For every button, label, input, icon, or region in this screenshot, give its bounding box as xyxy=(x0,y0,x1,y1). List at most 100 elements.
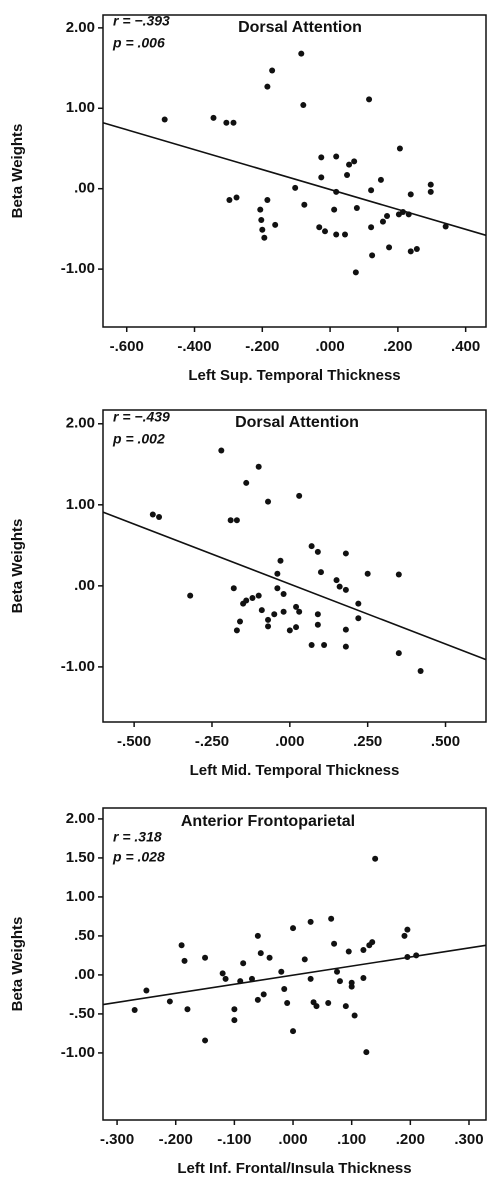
point xyxy=(314,621,321,628)
x-tick-label: .250 xyxy=(353,733,382,750)
point xyxy=(413,952,420,959)
point xyxy=(351,158,358,165)
point xyxy=(202,1037,209,1044)
point xyxy=(284,1000,291,1006)
point xyxy=(181,957,188,964)
y-tick-label: 2.00 xyxy=(66,415,95,432)
point xyxy=(331,206,338,213)
y-tick-label: 1.00 xyxy=(66,496,95,513)
point xyxy=(333,577,340,584)
plot-frame xyxy=(102,807,487,1121)
point xyxy=(266,954,273,961)
x-tick-label: -.200 xyxy=(245,338,279,355)
point xyxy=(237,978,244,985)
point xyxy=(360,975,367,982)
point xyxy=(296,608,303,615)
point xyxy=(258,217,265,224)
y-tick-label: -1.00 xyxy=(61,658,95,675)
point xyxy=(233,517,240,524)
point xyxy=(395,571,402,578)
point xyxy=(346,161,353,168)
point xyxy=(293,624,300,631)
point xyxy=(417,667,424,674)
x-tick-label: -.300 xyxy=(100,1131,134,1148)
point xyxy=(333,153,340,160)
point xyxy=(219,970,226,977)
point xyxy=(255,463,262,470)
point xyxy=(307,975,314,982)
point xyxy=(342,643,349,650)
x-tick-label: .500 xyxy=(431,733,460,750)
chart-title: Dorsal Attention xyxy=(238,19,362,36)
point xyxy=(280,590,287,597)
point xyxy=(233,194,240,201)
x-tick-label: -.250 xyxy=(195,733,229,750)
annotation: p = .028 xyxy=(112,849,165,865)
x-tick-label: -.500 xyxy=(117,733,151,750)
x-tick-label: -.100 xyxy=(217,1131,251,1148)
point xyxy=(223,119,230,126)
point xyxy=(231,1006,238,1013)
point xyxy=(369,939,376,946)
point xyxy=(255,592,262,599)
x-tick-label: .300 xyxy=(454,1131,483,1148)
point xyxy=(227,517,234,524)
point xyxy=(344,172,351,179)
point xyxy=(405,211,412,218)
point xyxy=(230,585,237,592)
point xyxy=(300,102,307,109)
trend-line xyxy=(102,121,487,237)
point xyxy=(131,1007,138,1014)
point xyxy=(318,154,325,161)
point xyxy=(184,1006,191,1013)
point xyxy=(395,650,402,657)
point xyxy=(254,996,261,1003)
point xyxy=(328,915,335,922)
point xyxy=(345,948,352,955)
point xyxy=(265,623,272,630)
point xyxy=(243,597,250,604)
y-tick-label: 2.00 xyxy=(66,810,95,827)
point xyxy=(308,543,315,550)
point xyxy=(372,855,379,862)
y-axis-label: Beta Weights xyxy=(9,519,26,614)
point xyxy=(377,176,384,183)
point xyxy=(401,932,408,939)
point xyxy=(363,1049,370,1056)
trend-line xyxy=(102,511,487,661)
y-tick-label: -.50 xyxy=(69,1005,95,1022)
point xyxy=(161,116,168,123)
point xyxy=(293,603,300,610)
point xyxy=(222,975,229,982)
point xyxy=(333,231,340,238)
point xyxy=(149,511,156,518)
point xyxy=(243,479,250,486)
point xyxy=(404,926,411,933)
y-tick-label: .00 xyxy=(74,577,95,594)
y-tick-label: 1.50 xyxy=(66,849,95,866)
point xyxy=(386,244,393,251)
point xyxy=(352,269,359,276)
trend-line xyxy=(102,944,487,1006)
point xyxy=(281,985,288,992)
annotation: r = −.439 xyxy=(113,409,170,425)
point xyxy=(298,50,305,57)
point xyxy=(274,570,281,577)
x-axis-label: Left Inf. Frontal/Insula Thickness xyxy=(177,1160,411,1177)
point xyxy=(296,492,303,499)
point xyxy=(237,618,244,625)
point xyxy=(226,196,233,203)
point xyxy=(413,246,420,252)
chart-title: Dorsal Attention xyxy=(235,414,359,431)
point xyxy=(290,925,297,932)
x-tick-label: .000 xyxy=(315,338,344,355)
point xyxy=(265,616,272,623)
point xyxy=(286,627,293,634)
point xyxy=(269,67,276,74)
point xyxy=(318,174,325,181)
point xyxy=(218,447,225,454)
y-tick-label: 2.00 xyxy=(66,19,95,36)
point xyxy=(230,119,237,126)
point xyxy=(336,583,343,590)
